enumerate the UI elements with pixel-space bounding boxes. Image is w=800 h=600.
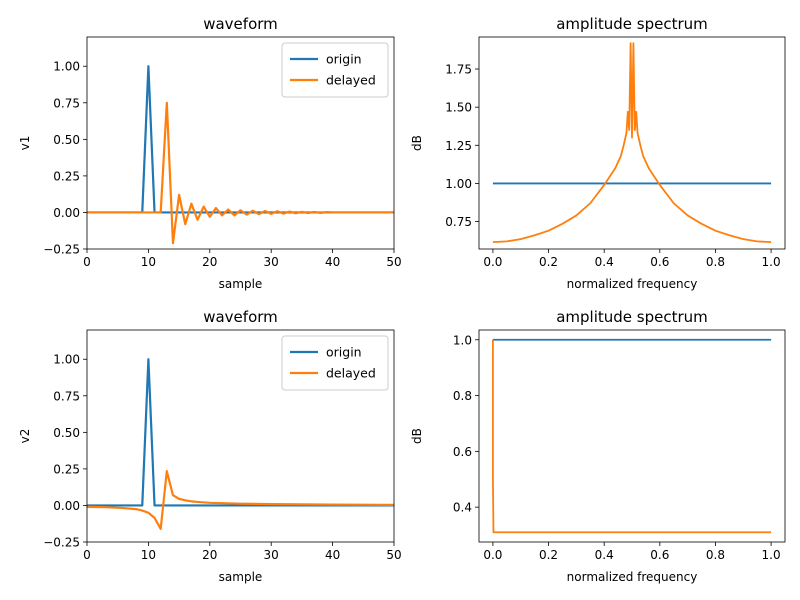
x-tick-label: 50	[386, 548, 401, 562]
x-tick-label: 10	[141, 548, 156, 562]
series-line-delayed	[87, 469, 394, 530]
legend-label: origin	[326, 345, 362, 360]
x-axis-label: sample	[219, 570, 263, 584]
x-tick-label: 0.8	[706, 548, 725, 562]
y-tick-label: 1.00	[53, 353, 80, 367]
y-tick-label: 1.75	[445, 63, 472, 77]
y-tick-label: 0.75	[53, 96, 80, 110]
chart-title: waveform	[203, 308, 278, 326]
y-tick-label: 1.50	[445, 101, 472, 115]
legend: origin delayed	[281, 42, 389, 98]
x-tick-label: 0.0	[483, 255, 502, 269]
plot-frame	[86, 329, 395, 543]
subplot-1: waveform 0 10 20 30 40 50 −0.25 0.00 0.25 0.50 0.75…	[18, 15, 402, 291]
x-tick-label: 0.0	[483, 548, 502, 562]
y-axis-label: v1	[18, 136, 32, 151]
plot-frame	[86, 36, 395, 250]
y-tick-label: 1.25	[445, 139, 472, 153]
x-tick-label: 0.4	[595, 548, 614, 562]
x-tick-label: 0.8	[706, 255, 725, 269]
y-axis-label: dB	[410, 135, 424, 151]
x-axis-label: normalized frequency	[567, 570, 698, 584]
subplot-3: waveform 0 10 20 30 40 50 −0.25 0.00 0.25 0.50 0.75…	[18, 308, 402, 584]
x-tick-label: 0.6	[650, 255, 669, 269]
y-tick-label: 0.50	[53, 426, 80, 440]
y-tick-label: 0.25	[53, 462, 80, 476]
x-tick-label: 30	[264, 548, 279, 562]
legend-label: delayed	[326, 73, 376, 88]
y-tick-label: 0.75	[445, 215, 472, 229]
y-tick-label: 1.00	[53, 60, 80, 74]
x-tick-label: 1.0	[762, 548, 781, 562]
y-tick-label: −0.25	[43, 536, 80, 550]
x-axis-label: normalized frequency	[567, 277, 698, 291]
legend-box	[281, 335, 389, 391]
y-tick-label: 1.0	[453, 333, 472, 347]
y-tick-label: 0.00	[53, 499, 80, 513]
chart-title: amplitude spectrum	[556, 308, 708, 326]
x-tick-label: 0.4	[595, 255, 614, 269]
series-line-series-2	[492, 42, 772, 244]
chart-title: waveform	[203, 15, 278, 33]
x-tick-label: 30	[264, 255, 279, 269]
x-tick-label: 10	[141, 255, 156, 269]
series-line-origin	[87, 358, 394, 507]
y-tick-label: 0.6	[453, 445, 472, 459]
x-tick-label: 50	[386, 255, 401, 269]
y-tick-label: 0.25	[53, 169, 80, 183]
legend-label: delayed	[326, 366, 376, 381]
x-tick-label: 0.2	[539, 255, 558, 269]
x-tick-label: 20	[202, 255, 217, 269]
y-axis-label: dB	[410, 428, 424, 444]
x-axis-label: sample	[219, 277, 263, 291]
y-tick-label: 0.50	[53, 133, 80, 147]
y-tick-label: 0.4	[453, 501, 472, 515]
y-tick-label: 0.8	[453, 389, 472, 403]
y-tick-label: 0.00	[53, 206, 80, 220]
series-line-series-2	[492, 339, 772, 534]
plot-frame	[478, 36, 786, 250]
chart-title: amplitude spectrum	[556, 15, 708, 33]
x-tick-label: 40	[325, 548, 340, 562]
x-tick-label: 20	[202, 548, 217, 562]
legend-label: origin	[326, 52, 362, 67]
y-axis-label: v2	[18, 429, 32, 444]
plot-frame	[478, 329, 786, 543]
x-tick-label: 0.6	[650, 548, 669, 562]
subplot-2: amplitude spectrum 0.0 0.2 0.4 0.6 0.8 1.0 0.75…	[410, 15, 786, 291]
y-tick-label: 1.00	[445, 177, 472, 191]
x-tick-label: 40	[325, 255, 340, 269]
x-tick-label: 0	[83, 255, 91, 269]
x-tick-label: 0	[83, 548, 91, 562]
x-tick-label: 0.2	[539, 548, 558, 562]
y-tick-label: −0.25	[43, 243, 80, 257]
subplot-4: amplitude spectrum 0.0 0.2 0.4 0.6 0.8 1.0 0.4 0…	[410, 308, 786, 584]
series-line-delayed	[87, 101, 394, 245]
legend-box	[281, 42, 389, 98]
legend: origin delayed	[281, 335, 389, 391]
y-tick-label: 0.75	[53, 389, 80, 403]
x-tick-label: 1.0	[762, 255, 781, 269]
